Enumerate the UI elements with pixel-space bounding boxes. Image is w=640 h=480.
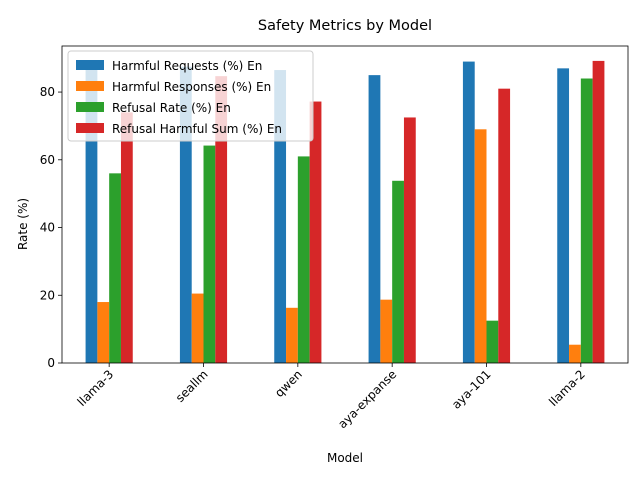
legend-label: Harmful Responses (%) En — [112, 80, 271, 94]
bar — [380, 299, 393, 363]
legend-label: Refusal Harmful Sum (%) En — [112, 122, 282, 136]
x-axis-label: Model — [327, 451, 363, 465]
bar — [403, 117, 416, 364]
bar — [474, 129, 487, 363]
bar — [191, 293, 204, 363]
bar — [203, 145, 216, 363]
y-tick-label: 80 — [40, 85, 55, 99]
bar — [309, 101, 322, 363]
y-axis-label: Rate (%) — [16, 198, 30, 250]
bar — [215, 76, 228, 363]
x-tick-label: aya-expanse — [335, 367, 399, 431]
plot-frame — [61, 45, 629, 364]
x-tick-label: llama-2 — [546, 367, 588, 409]
bar — [498, 88, 511, 364]
x-tick-label: aya-101 — [449, 367, 494, 412]
bar — [97, 302, 110, 363]
legend-label: Refusal Rate (%) En — [112, 101, 231, 115]
bar — [392, 180, 404, 363]
bar — [297, 156, 310, 363]
bar — [368, 75, 381, 363]
y-tick-label: 40 — [40, 221, 55, 235]
bar — [274, 70, 287, 364]
bar — [120, 112, 133, 363]
x-tick-label: seallm — [173, 367, 211, 405]
bar — [109, 173, 121, 363]
bar — [286, 307, 298, 363]
bar — [592, 60, 605, 364]
bar — [486, 320, 499, 363]
legend-box — [67, 50, 314, 142]
bar — [85, 68, 98, 363]
legend-swatch — [76, 81, 104, 91]
legend-swatch — [76, 123, 104, 133]
y-tick-label: 0 — [47, 356, 55, 370]
chart-title: Safety Metrics by Model — [258, 18, 432, 34]
bar — [557, 68, 570, 363]
legend: Harmful Requests (%) En Harmful Responses… — [67, 50, 314, 142]
bar — [580, 78, 593, 363]
bar — [569, 344, 581, 363]
y-tick-label: 20 — [40, 288, 55, 302]
legend-swatch — [76, 60, 104, 70]
bar — [179, 66, 192, 363]
legend-label: Harmful Requests (%) En — [112, 59, 262, 73]
y-tick-label: 60 — [40, 153, 55, 167]
bar — [462, 61, 475, 363]
legend-swatch — [76, 102, 104, 112]
x-tick-label: qwen — [272, 367, 305, 400]
x-tick-label: llama-3 — [75, 367, 117, 409]
